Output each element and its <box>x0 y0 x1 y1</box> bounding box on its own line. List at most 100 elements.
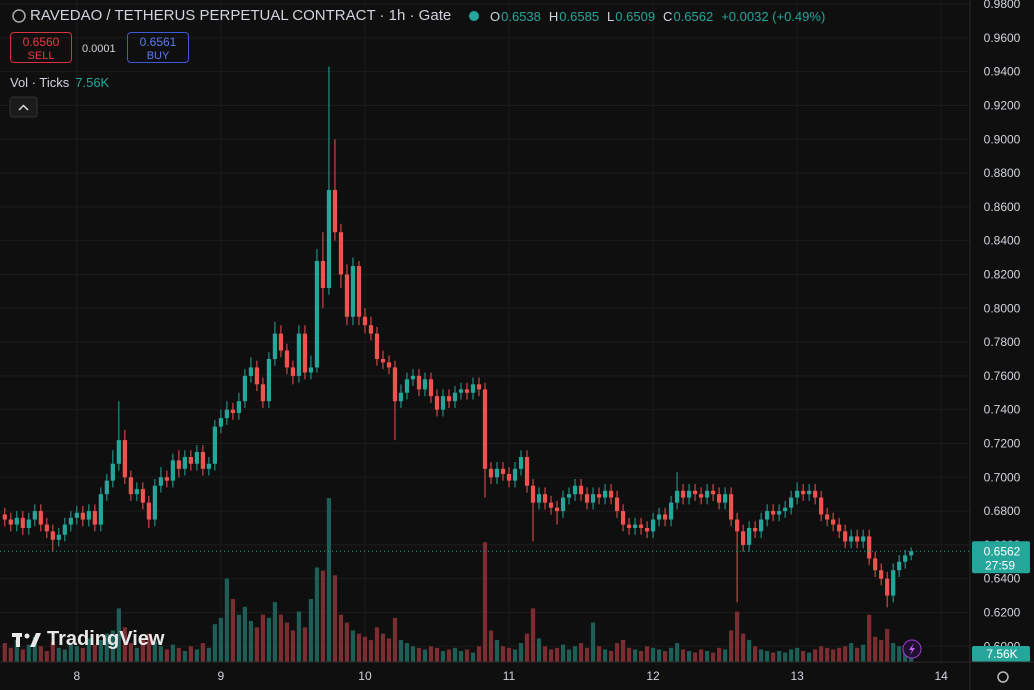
volume-bar <box>741 633 746 662</box>
candle-body <box>218 418 223 427</box>
candle-body <box>326 189 332 288</box>
volume-bar <box>74 646 79 662</box>
settings-button[interactable] <box>997 671 1009 683</box>
candle-body <box>332 189 338 233</box>
candle-body <box>801 490 806 495</box>
volume-bar <box>116 608 121 662</box>
volume-bar <box>320 570 326 662</box>
volume-bar <box>548 649 554 662</box>
volume-bar <box>158 646 163 662</box>
candle-body <box>284 350 290 368</box>
candle-body <box>440 396 446 410</box>
candle-body <box>747 527 752 545</box>
volume-bar <box>608 650 614 662</box>
volume-bar <box>753 646 758 662</box>
last-volume-box <box>972 646 1030 662</box>
candle-body <box>512 468 518 481</box>
candle-body <box>422 379 428 390</box>
volume-bar <box>32 636 37 662</box>
volume-bar <box>813 649 818 662</box>
volume-bar <box>218 617 223 662</box>
volume-bar <box>560 644 566 662</box>
volume-bar <box>266 617 272 662</box>
candle-body <box>584 494 590 503</box>
volume-bar <box>506 647 512 662</box>
ohlc-value: 0.6585 <box>559 9 600 24</box>
volume-bar <box>837 647 842 662</box>
volume-bar <box>542 646 548 662</box>
candle-body <box>729 494 734 520</box>
y-tick-label: 0.6200 <box>984 605 1021 619</box>
spread: 0.0001 <box>82 43 116 55</box>
candle-body <box>602 490 608 498</box>
candle-body <box>704 490 710 498</box>
volume-bar <box>668 647 674 662</box>
candle-body <box>566 494 572 498</box>
countdown-label: 27:59 <box>985 558 1015 572</box>
candle-body <box>554 507 560 512</box>
volume-bar <box>230 598 235 662</box>
x-tick-label: 14 <box>935 669 949 683</box>
volume-bar <box>680 649 686 662</box>
bolt-icon <box>909 643 915 655</box>
candle-body <box>50 531 55 540</box>
x-tick-label: 13 <box>790 669 804 683</box>
candle-body <box>650 519 656 532</box>
volume-bar <box>536 638 542 662</box>
candle-body <box>170 460 175 481</box>
sell-button[interactable]: 0.6560 SELL <box>10 32 72 63</box>
volume-bar <box>434 647 440 662</box>
volume-bar <box>26 644 31 662</box>
volume-bar <box>650 647 656 662</box>
volume-bar <box>722 649 728 662</box>
volume-bar <box>704 650 710 662</box>
volume-bar <box>248 621 254 662</box>
candle-body <box>464 389 470 393</box>
candle-body <box>698 494 704 498</box>
ohlc-legend: O0.6538 H0.6585 L0.6509 C0.6562 +0.0032 (+0.… <box>490 9 833 24</box>
buy-button[interactable]: 0.6561 BUY <box>127 32 189 63</box>
volume-bar <box>692 652 698 662</box>
candle-body <box>254 367 260 385</box>
volume-bar <box>104 633 109 662</box>
candle-body <box>819 497 824 515</box>
volume-bar <box>885 628 890 662</box>
y-tick-label: 0.9400 <box>984 65 1021 79</box>
candle-body <box>308 367 314 373</box>
volume-bar <box>674 643 680 662</box>
volume-bar <box>819 646 824 662</box>
candle-body <box>392 367 398 402</box>
logo-icon <box>12 633 41 647</box>
candle-body <box>338 232 344 275</box>
candle-body <box>74 512 79 518</box>
volume-bar <box>422 649 428 662</box>
volume-bar <box>530 608 536 662</box>
volume-bar <box>596 646 602 662</box>
volume-bar <box>771 652 776 662</box>
volume-bar <box>662 650 668 662</box>
collapse-button[interactable] <box>9 96 38 118</box>
volume-bar <box>891 643 896 662</box>
volume-bar <box>8 647 13 662</box>
sell-price: 0.6560 <box>22 35 60 49</box>
volume-bar <box>110 630 115 662</box>
sell-label: SELL <box>27 50 55 62</box>
volume-bar <box>254 627 260 662</box>
x-tick-label: 10 <box>358 669 372 683</box>
candle-body <box>765 511 770 520</box>
candle-body <box>494 468 500 478</box>
volume-bar <box>290 630 296 662</box>
y-tick-label: 0.7200 <box>984 436 1021 450</box>
ohlc-value: 0.6509 <box>615 9 656 24</box>
candle-body <box>302 333 308 373</box>
volume-bar <box>188 646 193 662</box>
volume-bar <box>458 650 464 662</box>
volume-bar <box>392 617 398 662</box>
volume-bar <box>236 614 241 662</box>
volume-bar <box>338 614 344 662</box>
last-price-box <box>972 541 1030 574</box>
volume-bar <box>644 646 650 662</box>
volume-bar <box>452 647 458 662</box>
candle-body <box>272 333 278 359</box>
